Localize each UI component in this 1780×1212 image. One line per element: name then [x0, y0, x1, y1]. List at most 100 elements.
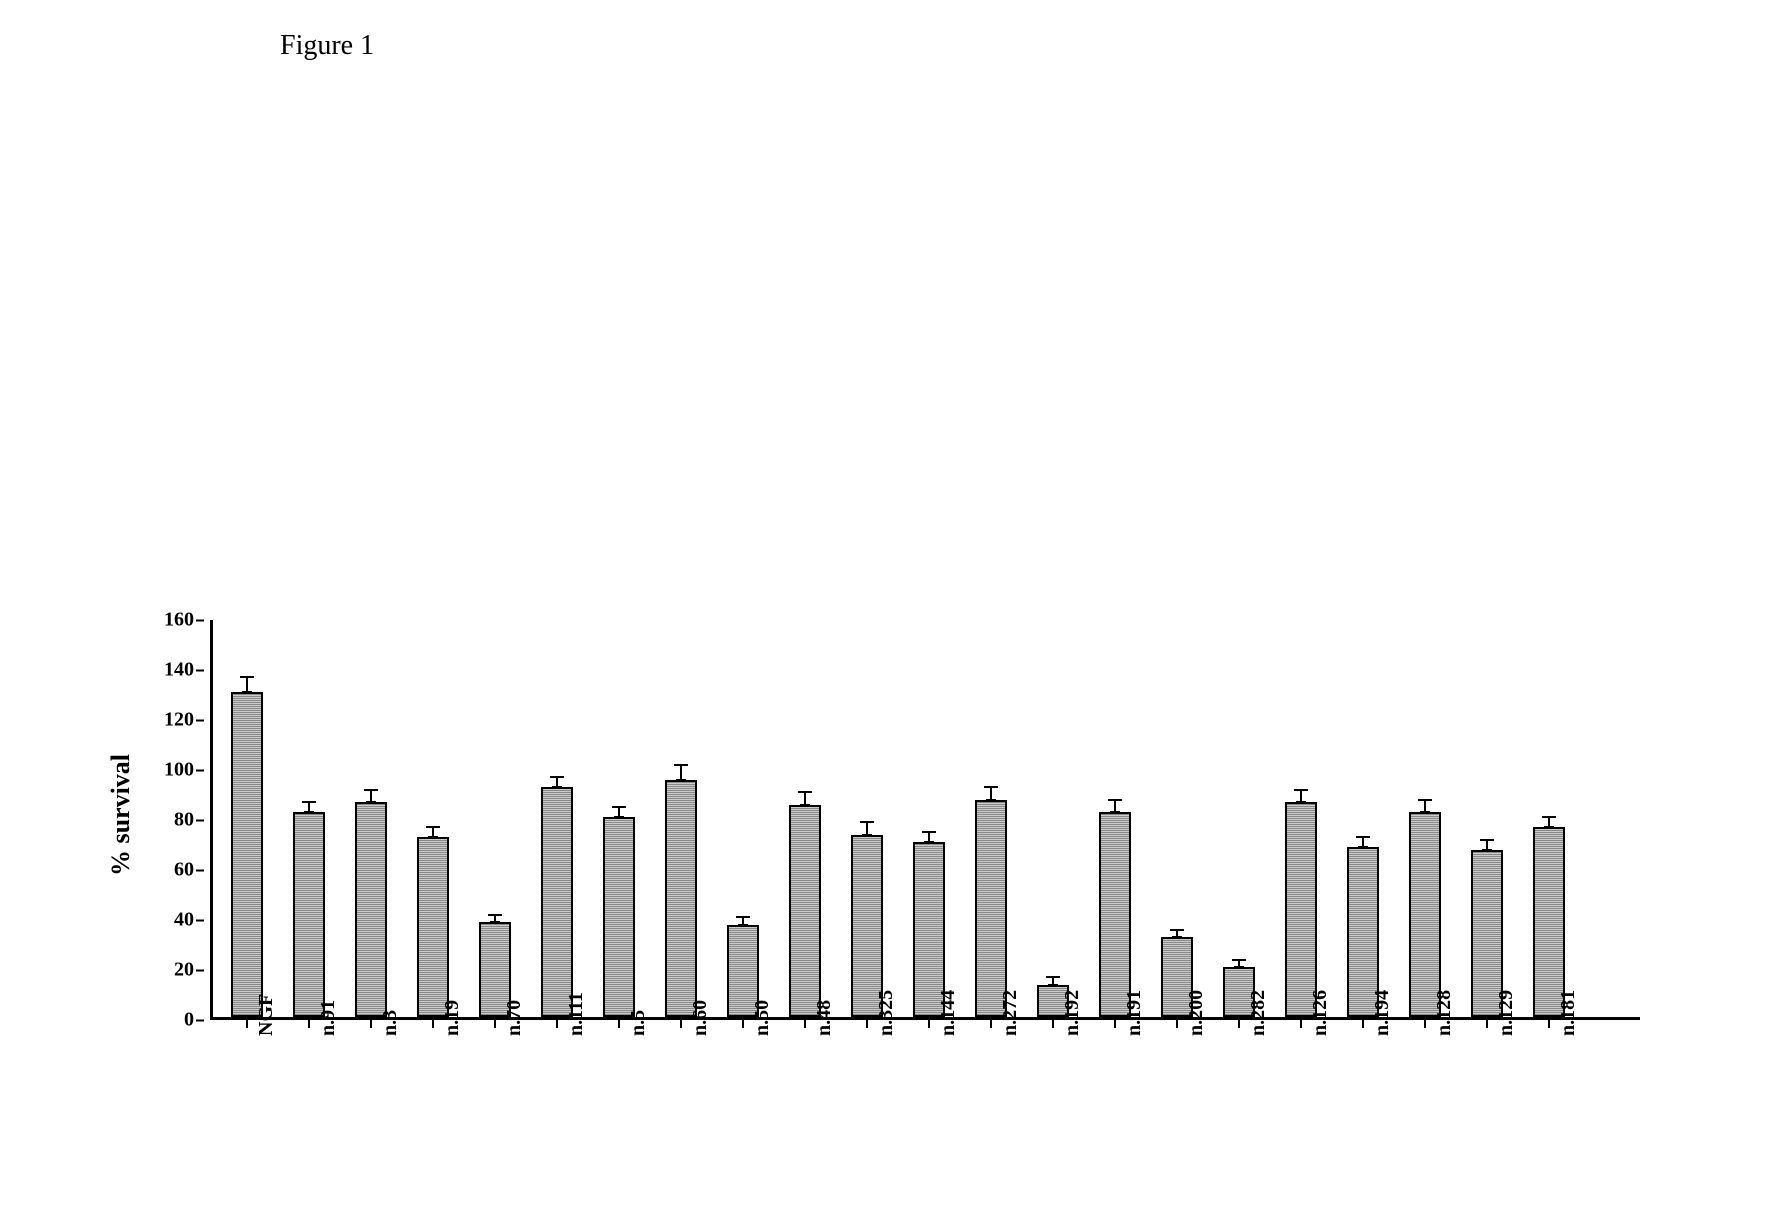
y-tick-label: 20: [174, 959, 194, 982]
x-tick-label: n.5: [627, 1010, 650, 1036]
x-tick-mark: [928, 1020, 930, 1028]
x-tick-mark: [370, 1020, 372, 1028]
error-bar-cap: [302, 801, 316, 803]
error-bar-cap: [736, 916, 750, 918]
x-tick-mark: [742, 1020, 744, 1028]
plot-area: NGFn.91n.3n.19n.70n.111n.5n.60n.50n.48n.…: [210, 620, 1640, 1020]
bar: [1409, 812, 1441, 1017]
error-bar-cap-lower: [1420, 811, 1430, 813]
error-bar-cap: [488, 914, 502, 916]
x-tick-label: n.144: [937, 990, 960, 1036]
error-bar-cap-lower: [304, 811, 314, 813]
x-tick-mark: [1486, 1020, 1488, 1028]
error-bar-cap: [240, 676, 254, 678]
bar: [231, 692, 263, 1017]
x-tick-label: n.194: [1371, 990, 1394, 1036]
error-bar: [680, 765, 682, 780]
error-bar-cap-lower: [986, 799, 996, 801]
error-bar-cap: [1542, 816, 1556, 818]
x-tick-mark: [618, 1020, 620, 1028]
bar: [975, 800, 1007, 1018]
error-bar-cap: [1356, 836, 1370, 838]
bar: [603, 817, 635, 1017]
x-tick-label: NGF: [255, 994, 278, 1036]
x-tick-label: n.91: [317, 1000, 340, 1036]
error-bar-cap: [1294, 789, 1308, 791]
error-bar-cap: [1480, 839, 1494, 841]
x-tick-mark: [1424, 1020, 1426, 1028]
y-tick-label: 60: [174, 859, 194, 882]
bar: [1285, 802, 1317, 1017]
x-tick-label: n.325: [875, 990, 898, 1036]
error-bar-cap: [1108, 799, 1122, 801]
error-bar-cap: [1170, 929, 1184, 931]
error-bar-cap-lower: [552, 786, 562, 788]
error-bar-cap-lower: [1358, 846, 1368, 848]
bar: [541, 787, 573, 1017]
y-tick-label: 120: [164, 709, 194, 732]
x-tick-mark: [1114, 1020, 1116, 1028]
y-tick-label: 160: [164, 609, 194, 632]
bar: [417, 837, 449, 1017]
error-bar-cap: [1232, 959, 1246, 961]
y-tick-label: 100: [164, 759, 194, 782]
bar: [293, 812, 325, 1017]
error-bar-cap: [550, 776, 564, 778]
error-bar-cap-lower: [428, 836, 438, 838]
bar: [789, 805, 821, 1018]
x-tick-label: n.60: [689, 1000, 712, 1036]
error-bar-cap-lower: [366, 801, 376, 803]
x-tick-mark: [1300, 1020, 1302, 1028]
x-tick-label: n.128: [1433, 990, 1456, 1036]
error-bar-cap-lower: [242, 691, 252, 693]
x-tick-mark: [494, 1020, 496, 1028]
error-bar-cap: [860, 821, 874, 823]
error-bar-cap: [798, 791, 812, 793]
x-tick-mark: [556, 1020, 558, 1028]
x-tick-mark: [1176, 1020, 1178, 1028]
error-bar-cap-lower: [490, 921, 500, 923]
x-tick-label: n.48: [813, 1000, 836, 1036]
y-tick-label: 80: [174, 809, 194, 832]
x-tick-label: n.129: [1495, 990, 1518, 1036]
error-bar-cap-lower: [676, 779, 686, 781]
x-tick-label: n.111: [565, 992, 588, 1036]
error-bar-cap: [1046, 976, 1060, 978]
error-bar-cap-lower: [1234, 966, 1244, 968]
x-tick-mark: [308, 1020, 310, 1028]
x-tick-label: n.19: [441, 1000, 464, 1036]
error-bar-cap: [612, 806, 626, 808]
error-bar-cap-lower: [924, 841, 934, 843]
x-tick-mark: [1548, 1020, 1550, 1028]
x-tick-mark: [1238, 1020, 1240, 1028]
x-tick-label: n.272: [999, 990, 1022, 1036]
error-bar-cap: [984, 786, 998, 788]
y-tick-label: 140: [164, 659, 194, 682]
x-tick-label: n.3: [379, 1010, 402, 1036]
y-axis-label: % survival: [106, 754, 136, 876]
x-tick-mark: [432, 1020, 434, 1028]
y-axis-ticks: 020406080100120140160: [142, 620, 202, 1020]
x-tick-mark: [990, 1020, 992, 1028]
bar: [665, 780, 697, 1018]
x-tick-label: n.282: [1247, 990, 1270, 1036]
x-tick-label: n.191: [1123, 990, 1146, 1036]
error-bar-cap-lower: [1296, 801, 1306, 803]
error-bar-cap-lower: [614, 816, 624, 818]
x-tick-label: n.200: [1185, 990, 1208, 1036]
x-tick-mark: [1362, 1020, 1364, 1028]
error-bar-cap-lower: [1482, 849, 1492, 851]
survival-bar-chart: % survival 020406080100120140160 NGFn.91…: [120, 620, 1670, 1140]
x-tick-label: n.70: [503, 1000, 526, 1036]
error-bar-cap-lower: [862, 834, 872, 836]
y-tick-label: 0: [184, 1009, 194, 1032]
error-bar-cap-lower: [1048, 984, 1058, 986]
bar: [355, 802, 387, 1017]
bar: [1099, 812, 1131, 1017]
error-bar-cap: [426, 826, 440, 828]
x-tick-label: n.181: [1557, 990, 1580, 1036]
error-bar-cap: [1418, 799, 1432, 801]
x-tick-mark: [804, 1020, 806, 1028]
bar: [1533, 827, 1565, 1017]
x-tick-mark: [1052, 1020, 1054, 1028]
